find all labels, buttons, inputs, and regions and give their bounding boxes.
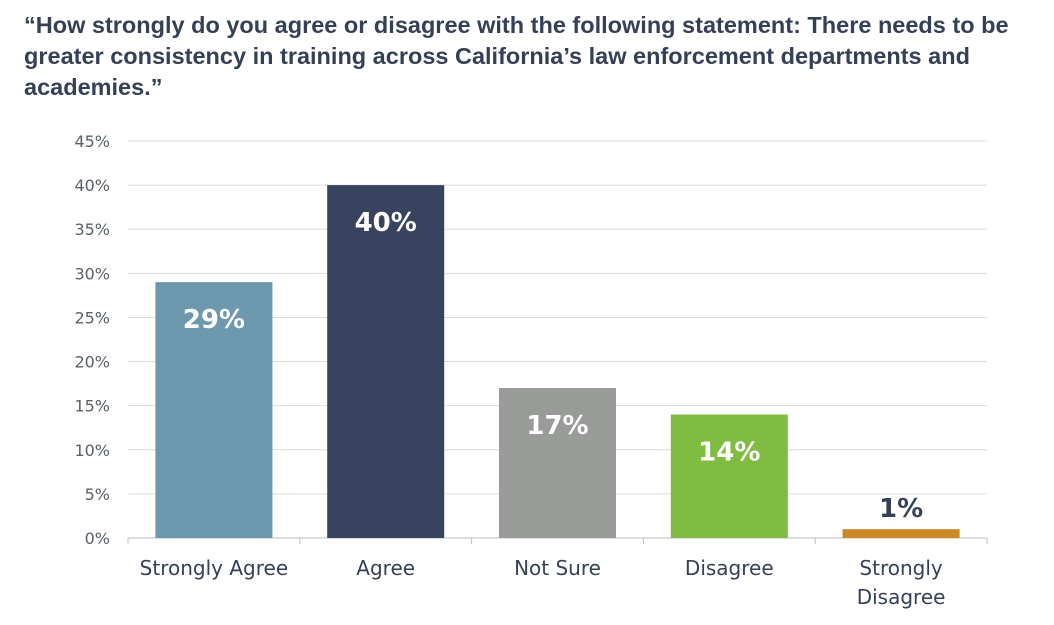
bar: [327, 185, 445, 538]
data-label: 40%: [355, 208, 417, 238]
y-tick-label: 0%: [85, 529, 110, 548]
x-tick-label: Strongly Agree: [140, 556, 288, 580]
x-tick-label: Not Sure: [514, 556, 601, 580]
x-tick-label: Disagree: [685, 556, 774, 580]
y-tick-label: 20%: [74, 353, 110, 372]
bar: [842, 529, 960, 538]
y-tick-label: 30%: [74, 264, 110, 283]
y-tick-label: 35%: [74, 220, 110, 239]
y-tick-label: 15%: [74, 397, 110, 416]
y-tick-label: 10%: [74, 441, 110, 460]
chart-title: “How strongly do you agree or disagree w…: [24, 12, 1009, 100]
y-tick-label: 25%: [74, 308, 110, 327]
y-tick-label: 5%: [85, 485, 110, 504]
data-label: 14%: [698, 437, 760, 467]
bar: [155, 282, 273, 538]
bar: [499, 388, 616, 538]
x-tick-label: Agree: [356, 556, 415, 580]
data-label: 17%: [526, 411, 588, 441]
data-label: 29%: [183, 305, 245, 335]
bar: [670, 414, 788, 538]
y-tick-label: 45%: [74, 132, 110, 151]
x-tick-label: Strongly Disagree: [857, 556, 946, 609]
data-label: 1%: [879, 494, 923, 524]
y-tick-label: 40%: [74, 176, 110, 195]
